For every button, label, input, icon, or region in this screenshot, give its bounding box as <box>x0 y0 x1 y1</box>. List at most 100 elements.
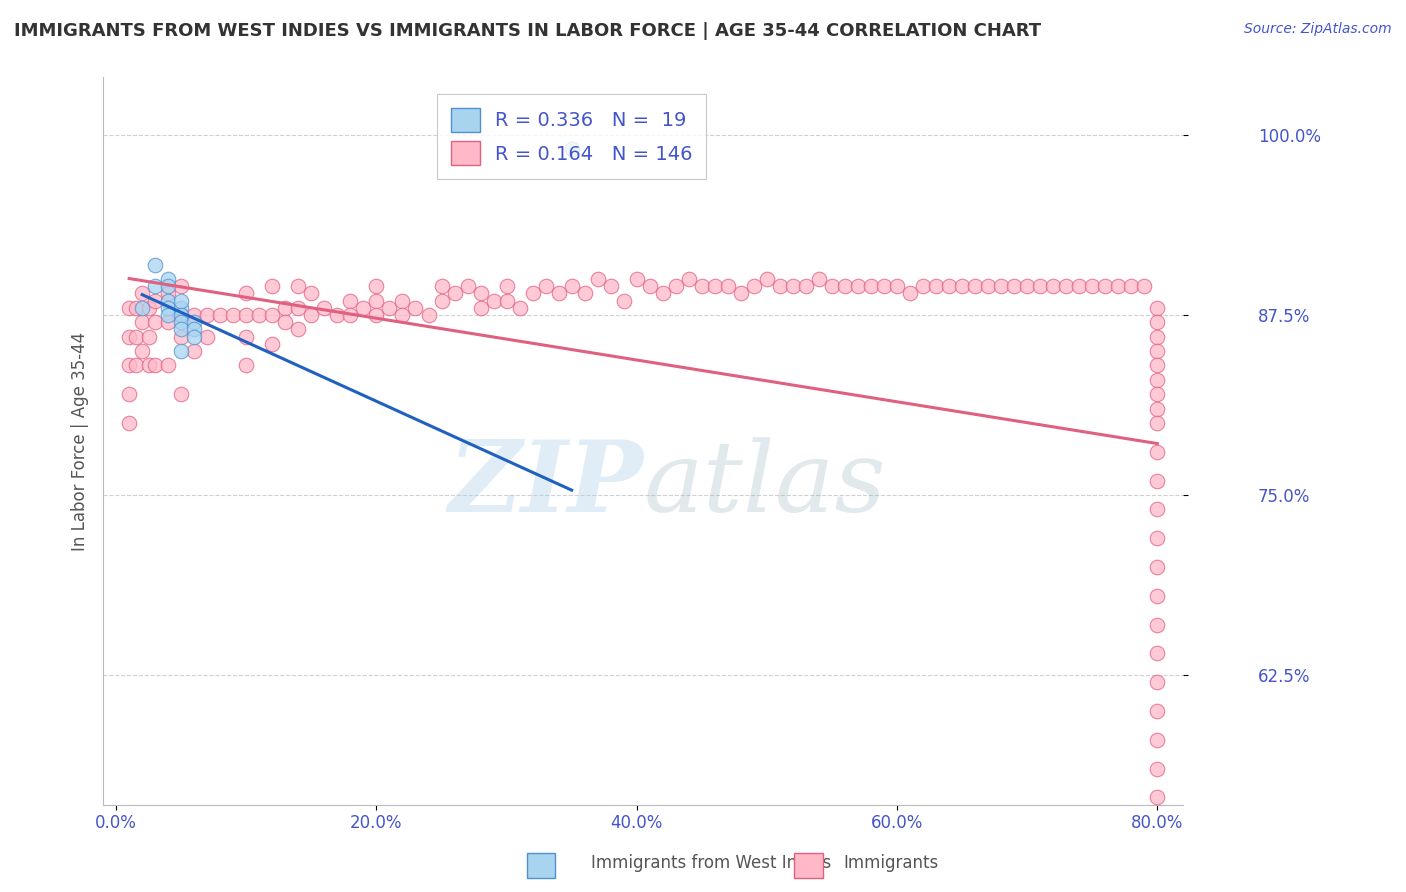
Point <box>1029 279 1052 293</box>
Text: ZIP: ZIP <box>449 436 644 533</box>
Point <box>1069 279 1091 293</box>
Point <box>170 387 193 401</box>
Text: Source: ZipAtlas.com: Source: ZipAtlas.com <box>1244 22 1392 37</box>
Point <box>287 322 309 336</box>
Point <box>287 301 309 315</box>
Point <box>339 308 361 322</box>
Point <box>157 315 180 329</box>
Point <box>1146 474 1168 488</box>
Point <box>124 301 146 315</box>
Point <box>170 329 193 343</box>
Point <box>690 279 713 293</box>
Point <box>157 272 180 286</box>
Point <box>1081 279 1104 293</box>
Point <box>925 279 948 293</box>
Point <box>495 279 517 293</box>
Point <box>1042 279 1064 293</box>
Legend: R = 0.336   N =  19, R = 0.164   N = 146: R = 0.336 N = 19, R = 0.164 N = 146 <box>437 95 706 178</box>
Point <box>314 301 336 315</box>
Point <box>965 279 987 293</box>
Point <box>170 322 193 336</box>
Point <box>430 293 453 308</box>
Point <box>195 308 218 322</box>
Point <box>1146 344 1168 359</box>
Point <box>247 308 270 322</box>
Point <box>495 293 517 308</box>
Point <box>1146 387 1168 401</box>
Point <box>1146 560 1168 574</box>
Point <box>391 308 413 322</box>
Point <box>599 279 621 293</box>
Point <box>183 329 205 343</box>
Point <box>509 301 531 315</box>
Point <box>1094 279 1116 293</box>
Point <box>561 279 583 293</box>
Point <box>138 359 160 373</box>
Point <box>1146 359 1168 373</box>
Point <box>118 387 141 401</box>
Point <box>1146 589 1168 603</box>
Point <box>235 329 257 343</box>
Point <box>1146 732 1168 747</box>
Point <box>1146 790 1168 805</box>
Point <box>274 301 297 315</box>
Text: IMMIGRANTS FROM WEST INDIES VS IMMIGRANTS IN LABOR FORCE | AGE 35-44 CORRELATION: IMMIGRANTS FROM WEST INDIES VS IMMIGRANT… <box>14 22 1042 40</box>
Point <box>1146 401 1168 416</box>
Text: atlas: atlas <box>644 437 886 533</box>
Point <box>1002 279 1025 293</box>
Point <box>118 329 141 343</box>
Point <box>730 286 752 301</box>
Point <box>131 301 153 315</box>
Point <box>1133 279 1156 293</box>
Point <box>1146 819 1168 833</box>
Point <box>262 336 284 351</box>
Point <box>1146 301 1168 315</box>
Point <box>143 258 166 272</box>
Point <box>1121 279 1143 293</box>
Point <box>131 315 153 329</box>
Point <box>1146 416 1168 430</box>
Point <box>470 301 492 315</box>
Point <box>170 308 193 322</box>
Point <box>534 279 557 293</box>
Point <box>1146 704 1168 718</box>
Point <box>1146 675 1168 690</box>
Point <box>1017 279 1039 293</box>
Point <box>143 359 166 373</box>
Point <box>561 143 583 157</box>
Point <box>170 279 193 293</box>
Point <box>1146 373 1168 387</box>
Point <box>418 308 440 322</box>
Point <box>299 286 322 301</box>
Point <box>183 322 205 336</box>
Point <box>131 344 153 359</box>
Point <box>482 293 505 308</box>
Point <box>352 301 374 315</box>
Point <box>287 279 309 293</box>
Point <box>678 272 700 286</box>
Point <box>1107 279 1129 293</box>
Point <box>170 344 193 359</box>
Point <box>977 279 1000 293</box>
Point <box>262 308 284 322</box>
Point <box>1054 279 1077 293</box>
Point <box>912 279 935 293</box>
Point <box>821 279 844 293</box>
Point <box>742 279 765 293</box>
Point <box>157 293 180 308</box>
Point <box>157 301 180 315</box>
Point <box>222 308 245 322</box>
Point <box>522 286 544 301</box>
Point <box>1146 762 1168 776</box>
Point <box>626 272 648 286</box>
Point <box>938 279 960 293</box>
Point <box>366 308 388 322</box>
Point <box>561 819 583 833</box>
Point <box>1146 329 1168 343</box>
Point <box>143 293 166 308</box>
Point <box>366 279 388 293</box>
Point <box>124 329 146 343</box>
Point <box>157 279 180 293</box>
Point <box>235 286 257 301</box>
Point <box>990 279 1012 293</box>
